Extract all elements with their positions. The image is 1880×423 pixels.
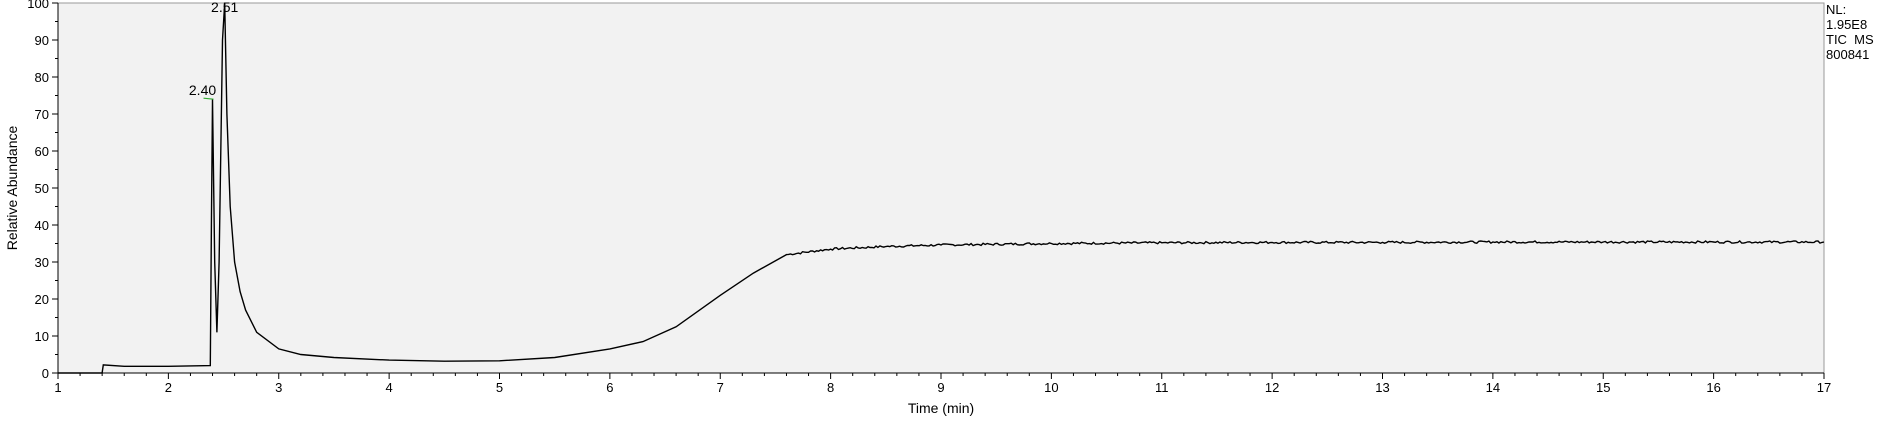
x-tick-label: 6: [606, 380, 613, 395]
tic-trace-line: [58, 2, 1825, 374]
y-tick-label: 80: [35, 70, 49, 85]
x-tick-label: 14: [1486, 380, 1500, 395]
x-tick-label: 4: [386, 380, 393, 395]
y-tick-label: 30: [35, 255, 49, 270]
scan-type: TIC MS: [1826, 32, 1874, 47]
x-tick-label: 5: [496, 380, 503, 395]
x-tick-label: 17: [1817, 380, 1831, 395]
y-tick-label: 40: [35, 218, 49, 233]
x-tick-label: 11: [1155, 380, 1169, 395]
nl-value: 1.95E8: [1826, 17, 1868, 32]
plot-area: [57, 2, 1825, 374]
x-tick-label: 2: [165, 380, 172, 395]
scan-info-panel: NL: 1.95E8 TIC MS 800841: [1826, 2, 1874, 62]
y-tick-label: 70: [35, 107, 49, 122]
file-name: 800841: [1826, 47, 1870, 62]
y-axis-title: Relative Abundance: [4, 126, 20, 251]
x-tick-label: 13: [1375, 380, 1389, 395]
x-tick-label: 1: [54, 380, 61, 395]
peak-label: 2.40: [189, 82, 216, 98]
y-tick-label: 10: [35, 329, 49, 344]
y-tick-label: 90: [35, 33, 49, 48]
x-tick-label: 16: [1706, 380, 1720, 395]
peak-label: 2.51: [211, 0, 238, 15]
x-axis-title: Time (min): [908, 400, 974, 416]
x-tick-label: 3: [275, 380, 282, 395]
y-tick-label: 20: [35, 292, 49, 307]
peak-marker: [203, 97, 214, 100]
x-axis-ticks: 1 2 3 4 5 6 7 8 9 10 11 12 13 14 15 16 17: [54, 373, 1831, 395]
y-tick-label: 0: [42, 366, 49, 381]
y-tick-label: 60: [35, 144, 49, 159]
x-tick-label: 9: [937, 380, 944, 395]
peak-annotations: 2.40 2.51: [189, 0, 239, 100]
x-tick-label: 7: [717, 380, 724, 395]
nl-label: NL:: [1826, 2, 1847, 17]
x-tick-label: 8: [827, 380, 834, 395]
x-tick-label: 12: [1265, 380, 1279, 395]
x-tick-label: 15: [1596, 380, 1610, 395]
y-axis-ticks: 0 10 20 30 40 50 60 70 80 90 100: [27, 0, 58, 381]
y-tick-label: 50: [35, 181, 49, 196]
x-tick-label: 10: [1044, 380, 1058, 395]
y-tick-label: 100: [27, 0, 49, 11]
